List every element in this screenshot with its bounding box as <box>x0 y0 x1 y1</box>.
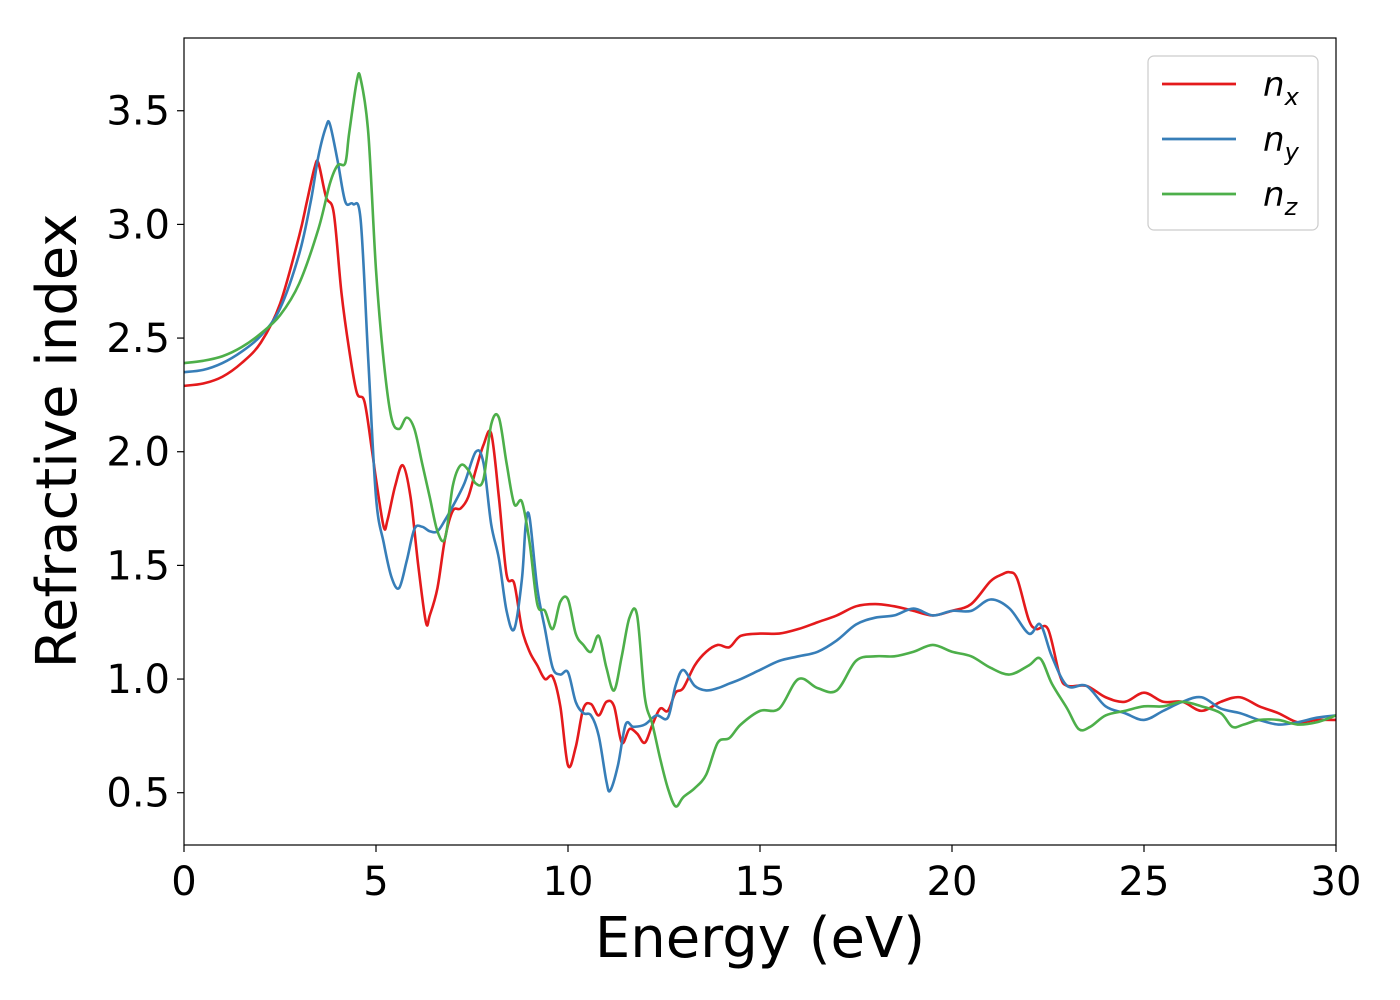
x-tick-label: 10 <box>543 859 594 905</box>
y-tick-label: 2.0 <box>106 430 170 476</box>
y-tick-label: 3.5 <box>106 89 170 135</box>
y-axis-ticks: 0.5 1.0 1.5 2.0 2.5 3.0 3.5 <box>106 89 184 817</box>
y-tick-label: 3.0 <box>106 202 170 248</box>
y-tick-label: 2.5 <box>106 316 170 362</box>
y-tick-label: 0.5 <box>106 771 170 817</box>
y-tick-label: 1.0 <box>106 657 170 703</box>
series-lines <box>183 72 1337 808</box>
x-tick-label: 0 <box>171 859 196 905</box>
x-tick-label: 20 <box>927 859 978 905</box>
x-tick-label: 30 <box>1311 859 1362 905</box>
x-axis-label: Energy (eV) <box>595 906 925 971</box>
legend-box <box>1147 55 1319 231</box>
series-line-z <box>183 72 1337 808</box>
series-line-y <box>183 119 1337 793</box>
x-tick-label: 5 <box>363 859 388 905</box>
y-axis-label: Refractive index <box>25 214 90 669</box>
x-tick-label: 15 <box>735 859 786 905</box>
x-tick-label: 25 <box>1119 859 1170 905</box>
x-axis-ticks: 0 5 10 15 20 25 30 <box>171 845 1361 905</box>
y-tick-label: 1.5 <box>106 543 170 589</box>
